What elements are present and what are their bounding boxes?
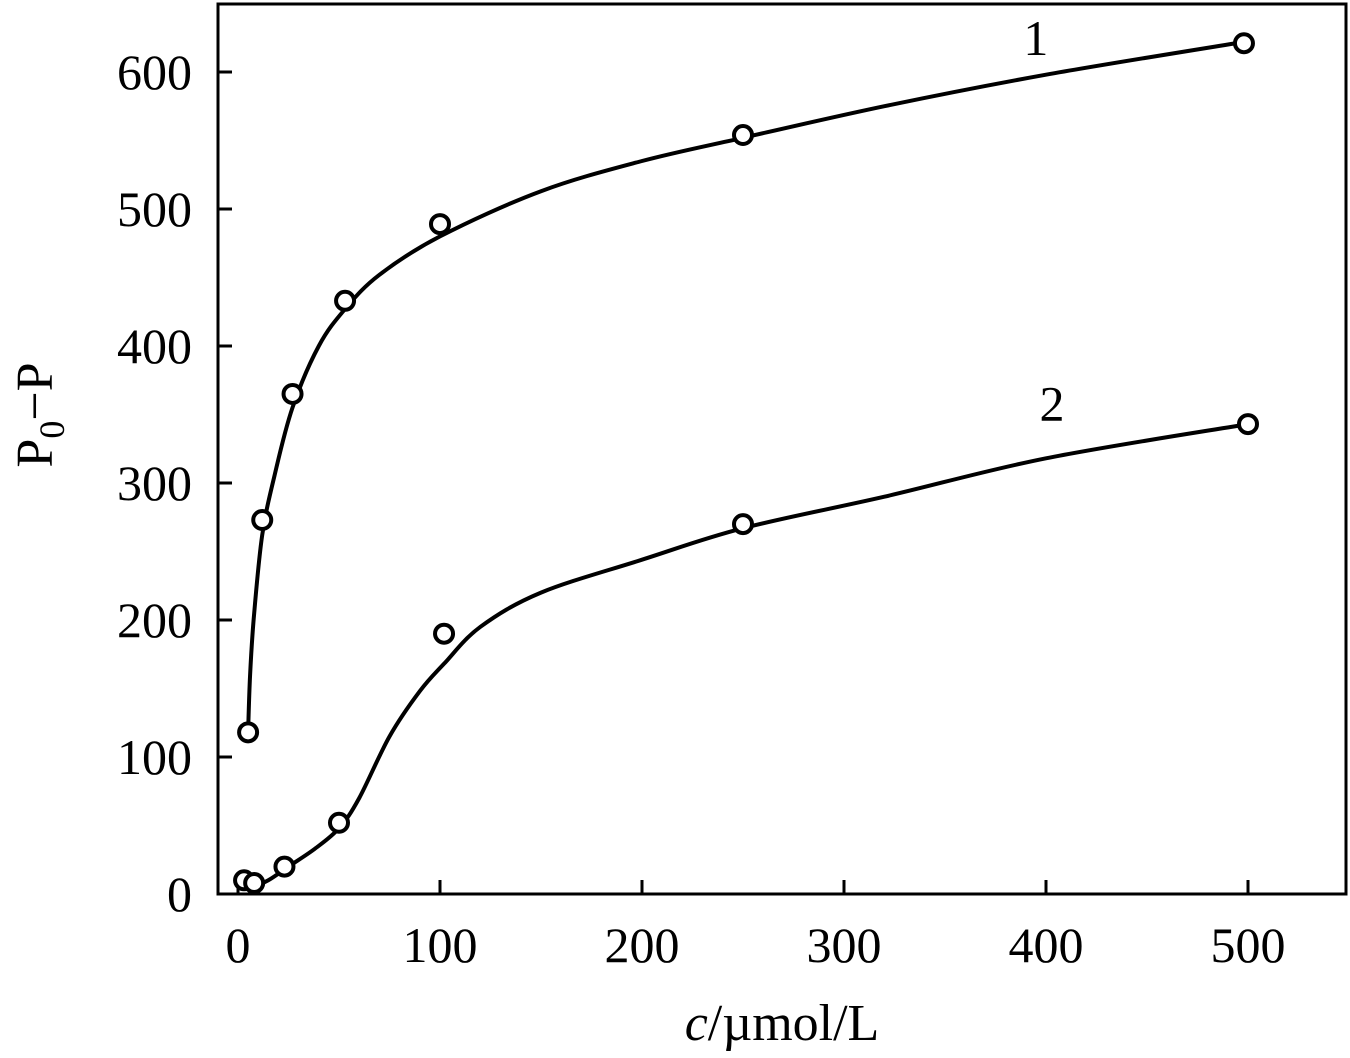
series-1-point: [281, 382, 304, 405]
y-axis-title: P0−P: [7, 362, 72, 467]
series-2-point: [328, 811, 350, 834]
series-points: [233, 32, 1259, 895]
y-tick-label: 200: [117, 592, 192, 648]
series-2-label: 2: [1040, 376, 1065, 432]
plot-frame: [216, 2, 1348, 896]
series-1-curve: [246, 39, 1245, 733]
series-curves: [243, 39, 1249, 888]
series-2-point: [732, 513, 754, 536]
series-1-point: [334, 289, 357, 312]
y-tick-label: 300: [117, 455, 192, 511]
series-2-point: [433, 622, 456, 645]
series-2-point: [243, 872, 266, 895]
y-tick-label: 500: [117, 181, 192, 237]
series-1-label: 1: [1023, 10, 1048, 66]
y-tick-label: 100: [117, 729, 192, 785]
series-2-point: [1237, 413, 1259, 436]
x-tick-label: 100: [403, 917, 478, 973]
y-tick-label: 400: [117, 318, 192, 374]
y-tick-label: 600: [117, 44, 192, 100]
series-1-point: [237, 721, 260, 744]
series-1-point: [1232, 32, 1255, 55]
x-tick-label: 500: [1211, 917, 1286, 973]
series-1-point: [429, 213, 451, 236]
x-tick-label: 300: [807, 917, 882, 973]
series-2-point: [273, 855, 296, 878]
x-tick-label: 0: [226, 917, 251, 973]
x-tick-label: 200: [605, 917, 680, 973]
axis-ticks: 0 100 200 300 400 500 0 100 200 300 400 500 600: [117, 44, 1286, 973]
series-2-curve: [243, 422, 1249, 888]
x-tick-label: 400: [1009, 917, 1084, 973]
series-1-point: [251, 508, 274, 531]
x-axis-title: c/µmol/L: [685, 995, 880, 1052]
series-labels: 12: [1023, 10, 1064, 432]
series-1-point: [732, 124, 754, 147]
y-tick-label: 0: [167, 866, 192, 922]
